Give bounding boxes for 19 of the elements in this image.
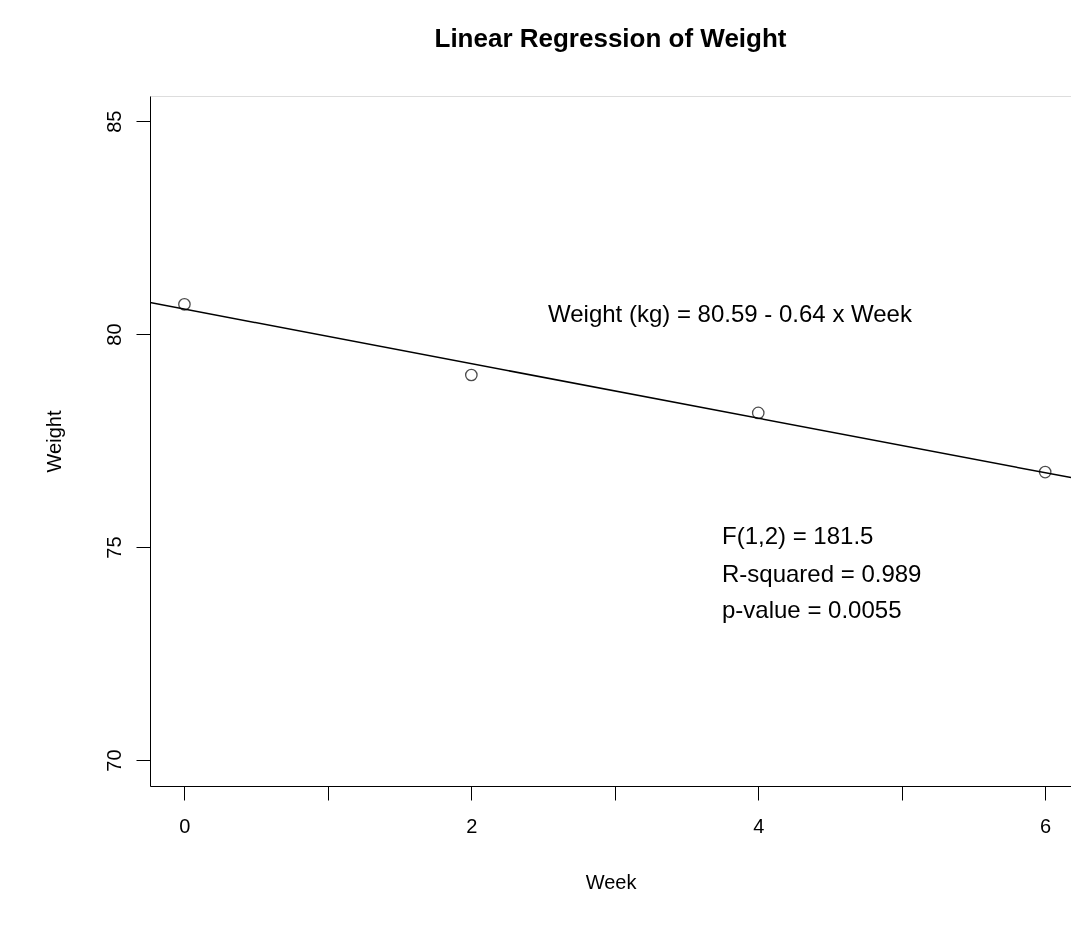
y-tick-label: 80 (102, 323, 125, 346)
annotation: p-value = 0.0055 (722, 596, 902, 623)
point (1038, 465, 1052, 479)
y-tick-label: 75 (102, 536, 125, 559)
x-axis-title: Week (585, 870, 638, 893)
y-tick-label: 85 (102, 110, 125, 133)
point (178, 297, 191, 311)
annotation: Weight (kg) = 80.59 - 0.64 x Week (548, 300, 913, 327)
chart-title: Linear Regression of Weight (434, 23, 787, 53)
point (751, 406, 765, 420)
point (464, 368, 478, 382)
annotation: R-squared = 0.989 (722, 560, 922, 587)
x-tick-label: 6 (1040, 814, 1052, 837)
y-axis-title: Weight (42, 410, 65, 473)
x-tick-label: 4 (753, 814, 765, 837)
x-tick-label: 0 (179, 814, 191, 837)
x-tick-label: 2 (466, 814, 478, 837)
annotation: F(1,2) = 181.5 (722, 522, 874, 549)
y-tick-label: 70 (102, 749, 125, 772)
